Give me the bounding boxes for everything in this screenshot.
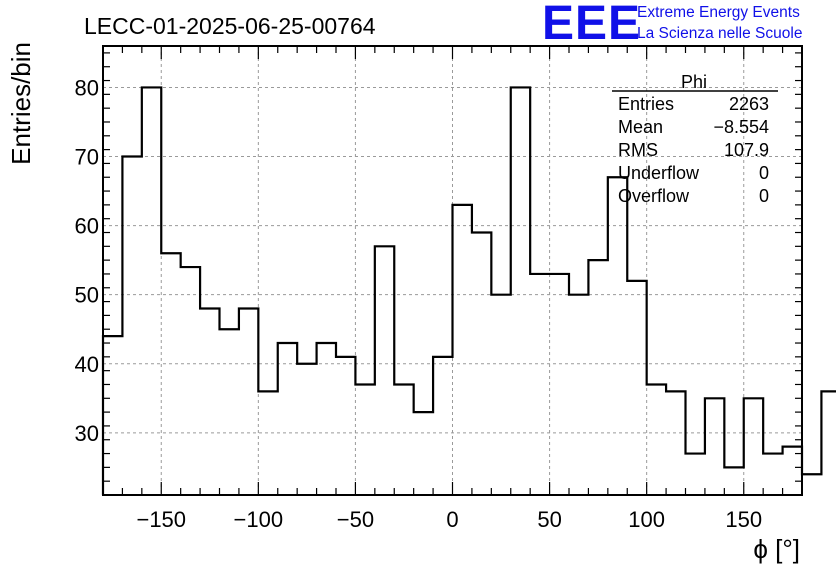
x-tick-label: −150	[136, 507, 186, 532]
x-tick-label: 50	[537, 507, 561, 532]
plot-frame	[102, 45, 803, 496]
stats-box: Phi Entries 2263 Mean −8.554 RMS 107.9 Underfl…	[612, 72, 778, 206]
stats-row-label: RMS	[618, 140, 658, 160]
stats-row-label: Mean	[618, 117, 663, 137]
histogram-outline	[101, 86, 836, 495]
stats-row-label: Overflow	[618, 186, 690, 206]
x-tick-label: −50	[337, 507, 374, 532]
y-axis-label: Entries/bin	[6, 42, 36, 165]
eee-logo: EEE	[542, 0, 642, 50]
labels-layer: −150 −100 −50 0 50 100 150 30 40 50 60 70 80	[75, 75, 763, 532]
y-tick-label: 40	[75, 352, 99, 377]
stats-row-value: 107.9	[724, 140, 769, 160]
stats-title: Phi	[681, 72, 707, 92]
y-tick-label: 80	[75, 75, 99, 100]
y-tick-label: 50	[75, 283, 99, 308]
y-tick-label: 60	[75, 214, 99, 239]
grid-layer	[103, 46, 802, 495]
stats-row-value: 0	[759, 163, 769, 183]
run-title: LECC-01-2025-06-25-00764	[84, 13, 376, 39]
stats-row-label: Entries	[618, 94, 674, 114]
stats-row-value: −8.554	[713, 117, 769, 137]
y-tick-label: 30	[75, 421, 99, 446]
stats-row-value: 2263	[729, 94, 769, 114]
x-tick-label: 0	[446, 507, 458, 532]
x-axis-label: ϕ [°]	[753, 534, 800, 564]
x-tick-label: −100	[234, 507, 284, 532]
y-tick-label: 70	[75, 145, 99, 170]
stats-row-label: Underflow	[618, 163, 700, 183]
x-tick-label: 150	[725, 507, 762, 532]
stats-rows: Entries 2263 Mean −8.554 RMS 107.9 Underflow 0 O…	[618, 94, 769, 206]
stats-row-value: 0	[759, 186, 769, 206]
logo-subtitle-1: Extreme Energy Events	[637, 4, 800, 21]
ticks-layer	[102, 46, 803, 496]
x-tick-label: 100	[628, 507, 665, 532]
logo-subtitle-2: La Scienza nelle Scuole	[637, 25, 803, 42]
